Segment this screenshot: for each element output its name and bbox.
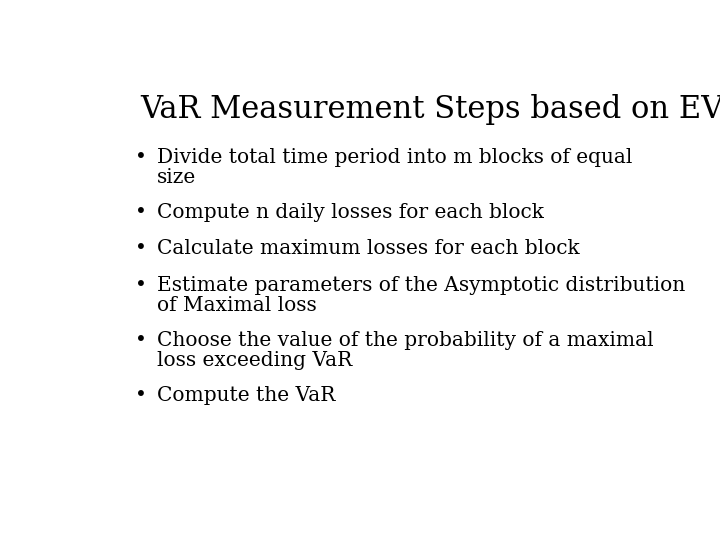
Text: Divide total time period into m blocks of equal: Divide total time period into m blocks o…	[157, 148, 632, 167]
Text: size: size	[157, 168, 197, 187]
Text: •: •	[135, 239, 146, 259]
Text: •: •	[135, 275, 146, 295]
Text: •: •	[135, 386, 146, 405]
Text: loss exceeding VaR: loss exceeding VaR	[157, 351, 352, 370]
Text: Estimate parameters of the Asymptotic distribution: Estimate parameters of the Asymptotic di…	[157, 275, 685, 295]
Text: of Maximal loss: of Maximal loss	[157, 295, 317, 315]
Text: •: •	[135, 203, 146, 222]
Text: Choose the value of the probability of a maximal: Choose the value of the probability of a…	[157, 331, 654, 350]
Text: •: •	[135, 148, 146, 167]
Text: Compute n daily losses for each block: Compute n daily losses for each block	[157, 203, 544, 222]
Text: Compute the VaR: Compute the VaR	[157, 386, 336, 405]
Text: VaR Measurement Steps based on EVT: VaR Measurement Steps based on EVT	[140, 94, 720, 125]
Text: Calculate maximum losses for each block: Calculate maximum losses for each block	[157, 239, 580, 259]
Text: •: •	[135, 331, 146, 350]
